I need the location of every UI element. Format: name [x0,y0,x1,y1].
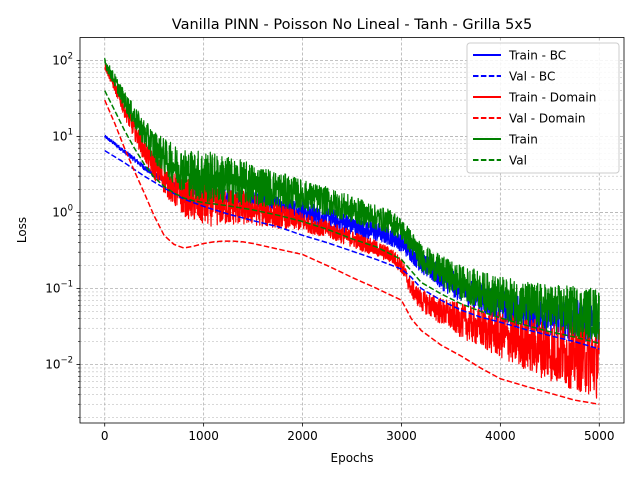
legend-label: Val - BC [509,70,555,84]
y-axis-label: Loss [15,217,29,243]
legend-label: Val - Domain [509,112,586,126]
x-axis-ticks: 0 1000 2000 3000 4000 5000 [101,423,615,443]
series-line-1 [104,150,600,350]
legend-label: Val [509,154,527,168]
y-tick-label: 102 [52,51,73,67]
chart-title: Vanilla PINN - Poisson No Lineal - Tanh … [172,17,532,33]
y-tick-label: 101 [52,127,73,143]
series-line-5 [104,90,600,345]
x-tick-label: 3000 [386,429,417,443]
x-tick-label: 5000 [584,429,615,443]
y-tick-label: 10−2 [45,355,73,371]
series-line-3 [104,99,600,405]
x-tick-label: 4000 [485,429,516,443]
major-gridlines [80,37,624,423]
x-tick-label: 2000 [287,429,318,443]
y-tick-label: 10−1 [45,279,73,295]
legend: Train - BC Val - BC Train - Domain Val - Do… [466,42,620,174]
x-tick-label: 1000 [188,429,219,443]
series-line-4 [104,57,600,340]
legend-label: Train - BC [508,49,566,63]
x-tick-label: 0 [101,429,109,443]
series-layer [104,57,600,405]
x-axis-label: Epochs [331,451,374,465]
legend-box [466,42,620,174]
legend-label: Train - Domain [508,91,596,105]
plot-frame [79,37,625,424]
y-tick-label: 100 [52,203,73,219]
legend-label: Train [508,133,538,147]
y-axis-ticks: 10−2 10−1 100 101 102 [45,51,80,418]
series-line-2 [104,64,600,399]
